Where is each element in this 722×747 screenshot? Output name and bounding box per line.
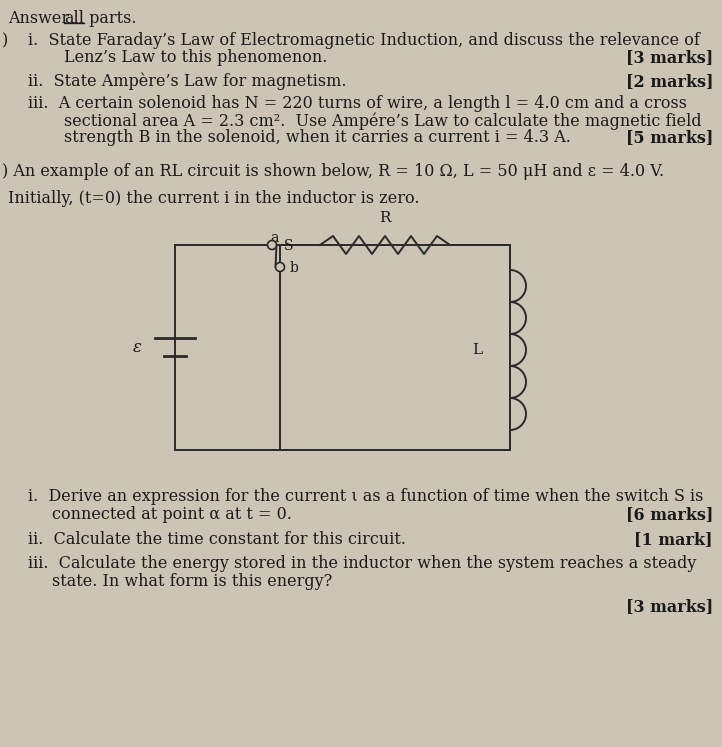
Text: ii.  Calculate the time constant for this circuit.: ii. Calculate the time constant for this… bbox=[28, 531, 406, 548]
Text: sectional area A = 2.3 cm².  Use Ampére’s Law to calculate the magnetic field: sectional area A = 2.3 cm². Use Ampére’s… bbox=[64, 112, 702, 129]
Text: b: b bbox=[290, 261, 299, 275]
Text: strength B in the solenoid, when it carries a current i = 4.3 A.: strength B in the solenoid, when it carr… bbox=[64, 129, 571, 146]
Text: [3 marks]: [3 marks] bbox=[626, 598, 713, 615]
Text: iii.  Calculate the energy stored in the inductor when the system reaches a stea: iii. Calculate the energy stored in the … bbox=[28, 555, 697, 572]
Text: ε: ε bbox=[133, 339, 142, 356]
Text: parts.: parts. bbox=[84, 10, 136, 27]
Text: ii.  State Ampère’s Law for magnetism.: ii. State Ampère’s Law for magnetism. bbox=[28, 73, 347, 90]
Text: R: R bbox=[379, 211, 391, 225]
Text: [2 marks]: [2 marks] bbox=[625, 73, 713, 90]
Text: i.  State Faraday’s Law of Electromagnetic Induction, and discuss the relevance : i. State Faraday’s Law of Electromagneti… bbox=[28, 32, 700, 49]
Text: a: a bbox=[270, 231, 278, 245]
Text: connected at point α at t = 0.: connected at point α at t = 0. bbox=[52, 506, 292, 523]
Text: iii.  A certain solenoid has N = 220 turns of wire, a length l = 4.0 cm and a cr: iii. A certain solenoid has N = 220 turn… bbox=[28, 95, 687, 112]
Text: ): ) bbox=[2, 32, 8, 49]
Text: [6 marks]: [6 marks] bbox=[626, 506, 713, 523]
Text: Initially, (t=0) the current i in the inductor is zero.: Initially, (t=0) the current i in the in… bbox=[8, 190, 419, 207]
Text: state. In what form is this energy?: state. In what form is this energy? bbox=[52, 573, 332, 590]
Circle shape bbox=[267, 241, 277, 249]
Text: ) An example of an RL circuit is shown below, R = 10 Ω, L = 50 μH and ε = 4.0 V.: ) An example of an RL circuit is shown b… bbox=[2, 163, 664, 180]
Text: [1 mark]: [1 mark] bbox=[635, 531, 713, 548]
Text: Lenz’s Law to this phenomenon.: Lenz’s Law to this phenomenon. bbox=[64, 49, 327, 66]
Text: Answer: Answer bbox=[8, 10, 74, 27]
Text: i.  Derive an expression for the current ι as a function of time when the switch: i. Derive an expression for the current … bbox=[28, 488, 703, 505]
Text: [3 marks]: [3 marks] bbox=[626, 49, 713, 66]
Circle shape bbox=[276, 262, 284, 271]
Text: all: all bbox=[64, 10, 84, 27]
Text: S: S bbox=[284, 239, 294, 253]
Text: [5 marks]: [5 marks] bbox=[626, 129, 713, 146]
Text: L: L bbox=[472, 343, 482, 357]
